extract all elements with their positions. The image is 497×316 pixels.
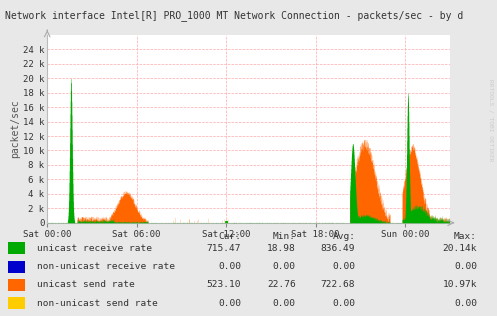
Text: 0.00: 0.00 [454, 262, 477, 271]
Text: unicast receive rate: unicast receive rate [37, 244, 152, 252]
Y-axis label: packet/sec: packet/sec [10, 100, 20, 158]
Text: Cur:: Cur: [218, 232, 241, 241]
Text: 0.00: 0.00 [454, 299, 477, 307]
Text: non-unicast receive rate: non-unicast receive rate [37, 262, 175, 271]
Text: 836.49: 836.49 [321, 244, 355, 252]
Text: 10.97k: 10.97k [443, 280, 477, 289]
Text: non-unicast send rate: non-unicast send rate [37, 299, 158, 307]
Text: 20.14k: 20.14k [443, 244, 477, 252]
Text: 0.00: 0.00 [273, 299, 296, 307]
Text: 0.00: 0.00 [332, 299, 355, 307]
Text: 0.00: 0.00 [332, 262, 355, 271]
Text: 715.47: 715.47 [207, 244, 241, 252]
Text: Avg:: Avg: [332, 232, 355, 241]
Text: RRTOOLS / TOBI OETIKER: RRTOOLS / TOBI OETIKER [488, 79, 493, 161]
Text: 0.00: 0.00 [218, 299, 241, 307]
Text: 523.10: 523.10 [207, 280, 241, 289]
Text: 18.98: 18.98 [267, 244, 296, 252]
Text: 22.76: 22.76 [267, 280, 296, 289]
Text: 0.00: 0.00 [273, 262, 296, 271]
Text: Network interface Intel[R] PRO_1000 MT Network Connection - packets/sec - by d: Network interface Intel[R] PRO_1000 MT N… [5, 10, 463, 21]
Text: 0.00: 0.00 [218, 262, 241, 271]
Text: 722.68: 722.68 [321, 280, 355, 289]
Text: Min:: Min: [273, 232, 296, 241]
Text: Max:: Max: [454, 232, 477, 241]
Text: unicast send rate: unicast send rate [37, 280, 135, 289]
